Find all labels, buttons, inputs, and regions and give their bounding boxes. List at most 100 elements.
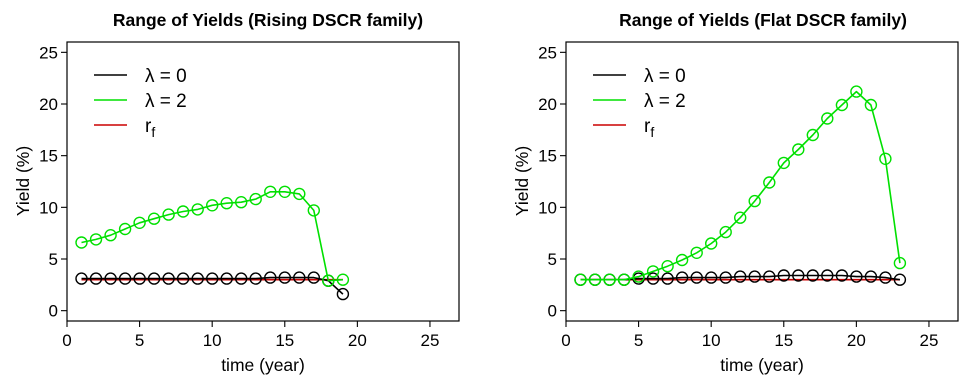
- data-point: [264, 185, 277, 199]
- x-tick-label: 10: [203, 331, 222, 350]
- data-point: [734, 270, 747, 283]
- data-point: [176, 272, 190, 285]
- data-point: [850, 85, 863, 98]
- data-point: [249, 272, 262, 285]
- data-point: [133, 272, 146, 285]
- data-point: [89, 272, 103, 285]
- data-point: [147, 272, 161, 285]
- data-point: [118, 272, 132, 285]
- x-tick-label: 20: [847, 331, 866, 350]
- data-point: [879, 271, 892, 284]
- x-tick-label: 20: [348, 331, 367, 350]
- y-tick-label: 0: [548, 302, 557, 321]
- data-point: [777, 269, 790, 282]
- y-tick-label: 25: [538, 43, 557, 62]
- data-point: [734, 211, 747, 224]
- data-point: [835, 98, 849, 112]
- legend-label: λ = 0: [644, 66, 686, 87]
- data-point: [763, 270, 776, 283]
- x-tick-label: 15: [774, 331, 793, 350]
- data-point: [307, 271, 320, 284]
- x-tick-label: 25: [920, 331, 939, 350]
- chart-flat-dscr: Range of Yields (Flat DSCR family) 0 5 10 1…: [512, 10, 959, 375]
- data-point: [176, 205, 190, 218]
- chart-title: Range of Yields (Rising DSCR family): [113, 10, 423, 30]
- data-point: [661, 260, 674, 273]
- legend-label: λ = 2: [145, 91, 187, 112]
- data-point: [835, 269, 849, 282]
- x-tick-label: 0: [62, 331, 71, 350]
- x-tick-label: 25: [421, 331, 440, 350]
- data-point: [893, 256, 907, 270]
- plot-frame: [66, 41, 460, 322]
- data-point: [234, 195, 248, 209]
- y-tick-label: 10: [39, 198, 58, 217]
- x-axis: 0 5 10 15 20 25: [62, 321, 439, 350]
- y-tick-label: 0: [49, 302, 58, 321]
- data-point: [661, 272, 674, 285]
- data-point: [293, 187, 306, 201]
- x-tick-label: 5: [135, 331, 144, 350]
- data-point: [821, 269, 834, 282]
- data-point: [748, 270, 761, 283]
- data-point: [118, 222, 132, 236]
- data-point: [792, 143, 805, 156]
- data-point: [806, 128, 819, 142]
- y-tick-label: 10: [538, 198, 557, 217]
- data-point: [632, 270, 645, 283]
- data-point: [104, 228, 117, 242]
- y-tick-label: 5: [548, 250, 557, 269]
- data-point: [322, 274, 335, 287]
- data-point: [278, 271, 291, 284]
- data-point: [617, 273, 631, 286]
- data-point: [205, 199, 219, 212]
- series-group: [574, 85, 907, 286]
- data-point: [162, 208, 175, 221]
- x-tick-label: 15: [275, 331, 294, 350]
- data-point: [705, 271, 718, 284]
- data-point: [147, 212, 161, 225]
- data-point: [864, 98, 878, 112]
- chart-title: Range of Yields (Flat DSCR family): [619, 10, 907, 30]
- y-tick-label: 20: [39, 95, 58, 114]
- data-point: [205, 272, 219, 285]
- data-point: [234, 272, 248, 285]
- data-point: [821, 112, 834, 125]
- legend-label: λ = 0: [145, 66, 187, 87]
- y-axis-label: Yield (%): [13, 146, 33, 216]
- data-point: [104, 272, 117, 285]
- data-point: [264, 271, 277, 284]
- plot-frame: [565, 41, 959, 322]
- data-point: [719, 271, 732, 284]
- data-point: [307, 204, 320, 217]
- data-point: [777, 156, 790, 170]
- series-line-lambda2: [81, 191, 343, 282]
- data-point: [879, 152, 892, 166]
- legend-label: rf: [644, 116, 654, 140]
- data-point: [603, 273, 616, 286]
- data-point: [675, 253, 689, 267]
- data-point: [690, 271, 703, 284]
- y-tick-label: 15: [538, 147, 557, 166]
- data-point: [191, 203, 204, 216]
- data-point: [806, 269, 819, 282]
- legend-label: λ = 2: [644, 91, 686, 112]
- x-axis-label: time (year): [720, 355, 804, 375]
- x-tick-label: 5: [634, 331, 643, 350]
- data-point: [763, 176, 776, 189]
- x-tick-label: 10: [702, 331, 721, 350]
- data-point: [850, 270, 863, 283]
- data-point: [278, 185, 291, 199]
- y-axis-label: Yield (%): [512, 146, 532, 216]
- data-point: [191, 272, 204, 285]
- data-point: [588, 273, 602, 286]
- series-line-lambda2: [580, 90, 901, 281]
- data-point: [748, 194, 761, 208]
- data-point: [893, 273, 907, 286]
- legend: λ = 0 λ = 2 rf: [593, 66, 686, 140]
- data-point: [220, 196, 233, 210]
- data-point: [249, 192, 262, 206]
- x-axis-label: time (year): [221, 355, 305, 375]
- data-point: [75, 236, 88, 249]
